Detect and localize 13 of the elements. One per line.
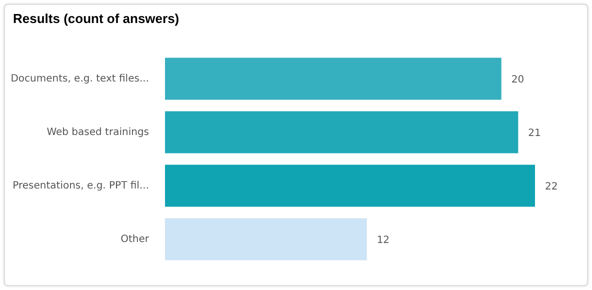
bar — [165, 164, 535, 207]
chart-title: Results (count of answers) — [13, 11, 180, 26]
data-label: 22 — [545, 181, 558, 192]
data-label: 21 — [528, 128, 541, 139]
bar — [165, 111, 518, 154]
data-label: 20 — [511, 74, 524, 86]
bar — [165, 218, 367, 260]
bar — [165, 58, 502, 100]
y-tick-label: Documents, e.g. text files... — [10, 73, 149, 84]
y-tick-label: Web based trainings — [46, 126, 149, 138]
y-tick-label: Presentations, e.g. PPT fil... — [12, 180, 149, 192]
y-tick-label: Other — [120, 234, 150, 245]
data-label: 12 — [376, 234, 390, 246]
